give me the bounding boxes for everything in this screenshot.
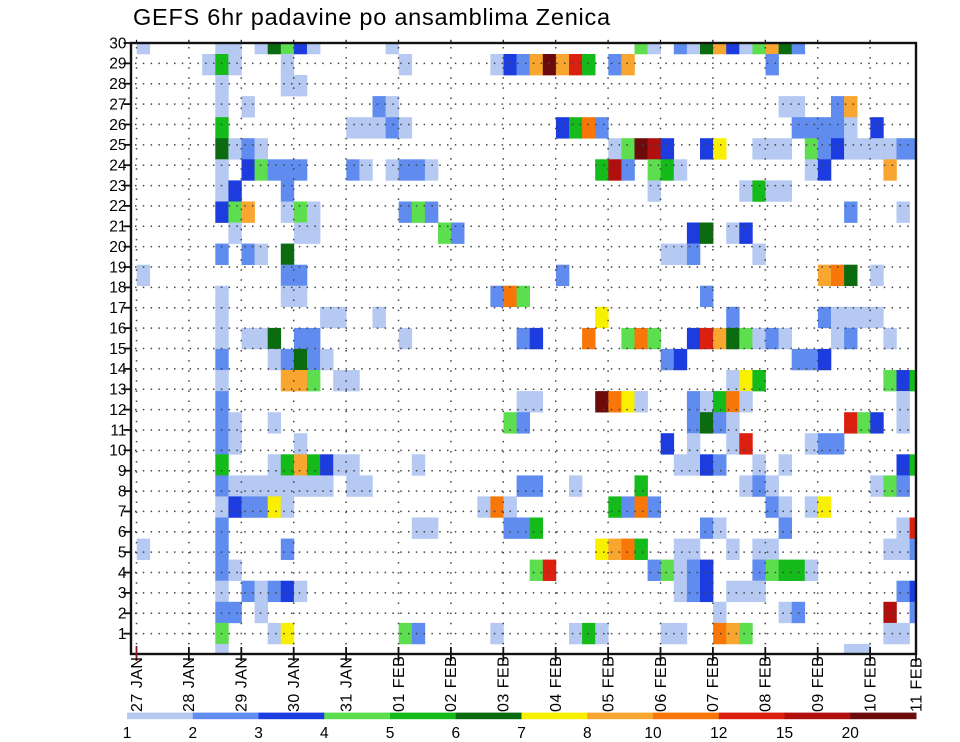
svg-text:19: 19: [109, 259, 126, 276]
svg-text:5: 5: [118, 544, 127, 561]
svg-text:08 FEB: 08 FEB: [758, 656, 775, 712]
svg-text:01 FEB: 01 FEB: [391, 656, 408, 712]
svg-text:02 FEB: 02 FEB: [443, 656, 460, 712]
svg-text:10: 10: [644, 725, 662, 742]
svg-text:7: 7: [118, 504, 127, 521]
svg-text:13: 13: [109, 382, 126, 399]
svg-text:10: 10: [109, 443, 127, 460]
svg-text:14: 14: [109, 361, 127, 378]
svg-text:28: 28: [109, 76, 126, 93]
svg-text:23: 23: [109, 178, 126, 195]
svg-text:21: 21: [109, 219, 126, 236]
svg-text:26: 26: [109, 117, 126, 134]
svg-text:3: 3: [254, 725, 263, 742]
svg-text:4: 4: [320, 725, 329, 742]
svg-text:3: 3: [118, 585, 127, 602]
svg-text:17: 17: [109, 300, 126, 317]
svg-text:10 FEB: 10 FEB: [862, 656, 879, 712]
svg-text:6: 6: [118, 524, 127, 541]
svg-text:07 FEB: 07 FEB: [705, 656, 722, 712]
svg-text:18: 18: [109, 280, 126, 297]
svg-text:03 FEB: 03 FEB: [496, 656, 513, 712]
svg-text:11: 11: [110, 422, 126, 439]
svg-text:5: 5: [386, 725, 395, 742]
svg-text:30 JAN: 30 JAN: [286, 657, 303, 712]
svg-text:8: 8: [118, 483, 127, 500]
svg-text:2: 2: [118, 606, 127, 623]
svg-text:09 FEB: 09 FEB: [810, 656, 827, 712]
svg-text:7: 7: [517, 725, 526, 742]
svg-text:20: 20: [109, 239, 127, 256]
svg-text:31 JAN: 31 JAN: [338, 657, 355, 712]
svg-text:06 FEB: 06 FEB: [653, 656, 670, 712]
svg-text:2: 2: [188, 725, 197, 742]
svg-text:05 FEB: 05 FEB: [600, 656, 617, 712]
svg-text:15: 15: [109, 341, 126, 358]
svg-text:27 JAN: 27 JAN: [129, 657, 146, 712]
svg-text:8: 8: [583, 725, 592, 742]
svg-text:04 FEB: 04 FEB: [548, 656, 565, 712]
svg-text:11 FEB: 11 FEB: [908, 657, 925, 712]
svg-text:29: 29: [109, 56, 126, 73]
svg-text:12: 12: [109, 402, 126, 419]
svg-text:29 JAN: 29 JAN: [234, 657, 251, 712]
svg-text:27: 27: [109, 96, 126, 113]
svg-text:4: 4: [118, 565, 127, 582]
svg-text:20: 20: [842, 725, 860, 742]
svg-text:22: 22: [109, 198, 126, 215]
svg-text:GEFS 6hr padavine po ansamblim: GEFS 6hr padavine po ansamblima Zenica: [133, 4, 611, 30]
svg-text:25: 25: [109, 137, 126, 154]
svg-text:12: 12: [710, 725, 727, 742]
svg-text:6: 6: [451, 725, 460, 742]
svg-text:1: 1: [123, 725, 132, 742]
svg-text:9: 9: [118, 463, 127, 480]
svg-text:28 JAN: 28 JAN: [181, 657, 198, 712]
svg-text:1: 1: [118, 626, 127, 643]
svg-text:15: 15: [776, 725, 793, 742]
svg-text:30: 30: [109, 35, 127, 52]
svg-text:16: 16: [109, 320, 126, 337]
svg-text:24: 24: [109, 158, 127, 175]
